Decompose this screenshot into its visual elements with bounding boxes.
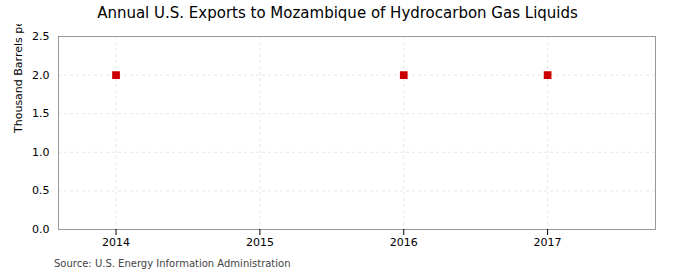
svg-text:2015: 2015 [246,236,274,249]
svg-text:1.0: 1.0 [32,146,50,159]
svg-text:2.0: 2.0 [32,69,50,82]
svg-text:0.5: 0.5 [32,184,50,197]
html-text:Annual U.S. Exports to Mozambi: Annual U.S. Exports to Mozambique of Hyd… [97,4,578,22]
svg-text:1.5: 1.5 [32,107,50,120]
svg-text:2016: 2016 [390,236,418,249]
svg-text:2017: 2017 [534,236,562,249]
html-text:Source: U.S. Energy Informatio: Source: U.S. Energy Information Administ… [54,258,291,269]
svg-text:2.5: 2.5 [32,30,50,43]
svg-text:2014: 2014 [102,236,130,249]
svg-text:Thousand Barrels per Day: Thousand Barrels per Day [12,24,25,134]
svg-text:0.0: 0.0 [32,223,50,236]
